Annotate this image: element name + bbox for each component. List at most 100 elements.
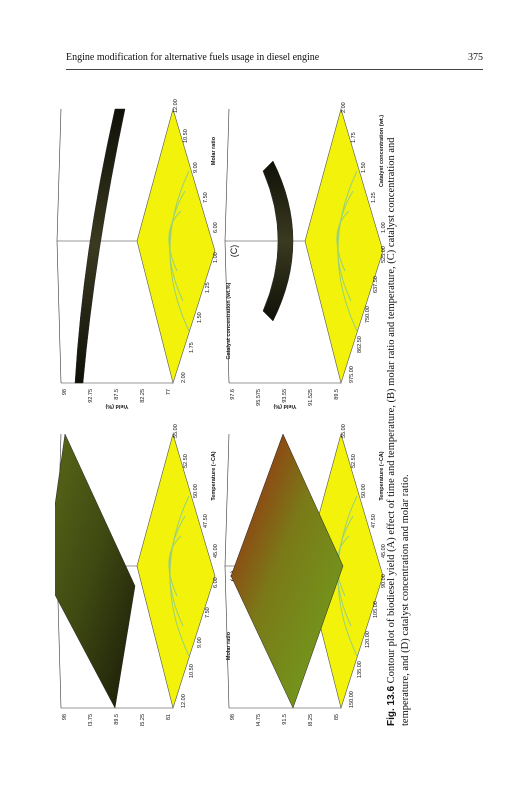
contour-line — [169, 190, 186, 302]
x-tick-label: 105.00 — [373, 601, 379, 618]
y-axis-title: Catalyst concentration (wt.) — [379, 115, 385, 187]
y-axis-title: Temperature (−CA) — [379, 451, 385, 500]
page-number: 375 — [468, 52, 483, 63]
box-edge — [56, 240, 62, 384]
contour-line — [169, 515, 186, 627]
running-title: Engine modification for alternative fuel… — [66, 52, 320, 63]
y-tick-label: 1.75 — [351, 132, 357, 143]
contour-line — [168, 210, 182, 272]
z-tick-label: 93.55 — [282, 389, 288, 403]
contour-floor — [304, 107, 384, 385]
y-tick-label: 45.00 — [213, 544, 219, 558]
x-tick-label: 2.00 — [181, 372, 187, 383]
y-tick-label: 1.50 — [361, 162, 367, 173]
y-tick-label: 6.00 — [213, 222, 219, 233]
z-tick-label: 89.5 — [114, 714, 120, 725]
x-tick-label: 6.00 — [213, 577, 219, 588]
z-tick-label: 87.5 — [114, 389, 120, 400]
surface-plot-c: 98 92.75 87.5 82.25 77 Yield (%) 2.00 1.75 1.50 1… — [56, 99, 239, 409]
panel-label: (C) — [229, 245, 239, 258]
contour-line — [336, 210, 350, 272]
surface-plot-d: 97.6 95.575 93.55 91.525 89.5 Yield (%) 975.00… — [224, 102, 407, 409]
x-axis-title: Molar ratio — [226, 631, 232, 660]
contour-line — [168, 535, 182, 597]
x-tick-label: 9.00 — [197, 637, 203, 648]
x-tick-label: 90.00 — [381, 574, 385, 588]
y-tick-label: 52.50 — [183, 454, 189, 468]
box-edge — [224, 108, 230, 242]
z-tick-label: 88.25 — [308, 714, 314, 726]
y-tick-label: 2.00 — [341, 102, 347, 113]
z-tick-label: 91.5 — [282, 714, 288, 725]
y-tick-label: 45.00 — [381, 544, 385, 558]
z-tick-label: 97.6 — [230, 389, 236, 400]
response-surface — [262, 160, 294, 322]
x-tick-label: 525.00 — [381, 246, 385, 263]
z-tick-label: 98 — [62, 714, 68, 720]
caption-text: Contour plot of biodiesel yield (A) effe… — [386, 137, 411, 726]
z-tick-label: 98 — [230, 714, 236, 720]
z-tick-label: 81 — [166, 714, 172, 720]
z-tick-label: 91.525 — [308, 389, 314, 406]
x-tick-label: 150.00 — [349, 691, 355, 708]
caption-label: Fig. 13.6 — [386, 685, 397, 726]
z-axis-title: Yield (%) — [105, 403, 128, 409]
x-tick-label: 975.00 — [349, 366, 355, 383]
box-edge — [224, 565, 230, 709]
x-tick-label: 12.00 — [181, 694, 187, 708]
z-tick-label: 89.5 — [334, 389, 340, 400]
y-tick-label: 50.00 — [193, 484, 199, 498]
figure-landscape: 98 93.75 89.5 85.25 81 Yield (%) 12.00 10.50 9.0… — [44, 86, 430, 734]
x-tick-label: 10.50 — [189, 664, 195, 678]
y-tick-label: 1.25 — [371, 192, 377, 203]
y-tick-label: 7.50 — [203, 192, 209, 203]
y-tick-label: 52.50 — [351, 454, 357, 468]
box-edge — [224, 433, 230, 567]
y-tick-label: 47.50 — [371, 514, 377, 528]
z-tick-label: 85.25 — [140, 714, 146, 726]
y-tick-label: 9.00 — [193, 162, 199, 173]
rotated-figure-area: 98 93.75 89.5 85.25 81 Yield (%) 12.00 10.50 9.0… — [44, 86, 430, 734]
y-tick-label: 50.00 — [361, 484, 367, 498]
box-edge — [56, 108, 62, 242]
y-tick-label: 10.50 — [183, 129, 189, 143]
box-edge — [224, 240, 230, 384]
x-tick-label: 1.00 — [213, 252, 219, 263]
z-tick-label: 85 — [334, 714, 340, 720]
x-axis-title: Catalyst concentration (wt.%) — [226, 282, 232, 359]
x-tick-label: 7.50 — [205, 607, 211, 618]
x-tick-label: 750.00 — [365, 306, 371, 323]
running-header: Engine modification for alternative fuel… — [66, 52, 483, 68]
z-tick-label: 82.25 — [140, 389, 146, 403]
x-tick-label: 862.50 — [357, 336, 363, 353]
z-tick-label: 77 — [166, 389, 172, 395]
header-rule — [66, 69, 483, 70]
z-tick-label: 94.75 — [256, 714, 262, 726]
x-tick-label: 1.75 — [189, 342, 195, 353]
y-axis-title: Temperature (−CA) — [211, 451, 217, 500]
z-tick-label: 95.575 — [256, 389, 262, 406]
z-axis-title: Yield (%) — [273, 403, 296, 409]
y-tick-label: 55.00 — [173, 424, 179, 438]
y-tick-label: 47.50 — [203, 514, 209, 528]
contour-line — [337, 190, 354, 302]
response-surface — [74, 108, 126, 384]
x-tick-label: 1.50 — [197, 312, 203, 323]
figure-caption: Fig. 13.6 Contour plot of biodiesel yiel… — [385, 86, 413, 726]
x-tick-label: 135.00 — [357, 661, 363, 678]
response-surface — [44, 433, 136, 709]
z-tick-label: 93.75 — [88, 714, 94, 726]
y-axis-title: Molar ratio — [211, 136, 217, 165]
contour-floor — [136, 107, 216, 385]
y-tick-label: 55.00 — [341, 424, 347, 438]
z-tick-label: 92.75 — [88, 389, 94, 403]
z-tick-label: 98 — [62, 389, 68, 395]
x-tick-label: 637.50 — [373, 276, 379, 293]
figure-13-6: 98 93.75 89.5 85.25 81 Yield (%) 12.00 10.50 9.0… — [44, 99, 407, 734]
response-surface — [230, 433, 344, 709]
y-tick-label: 1.00 — [381, 222, 385, 233]
x-tick-label: 120.00 — [365, 631, 371, 648]
x-tick-label: 1.25 — [205, 282, 211, 293]
